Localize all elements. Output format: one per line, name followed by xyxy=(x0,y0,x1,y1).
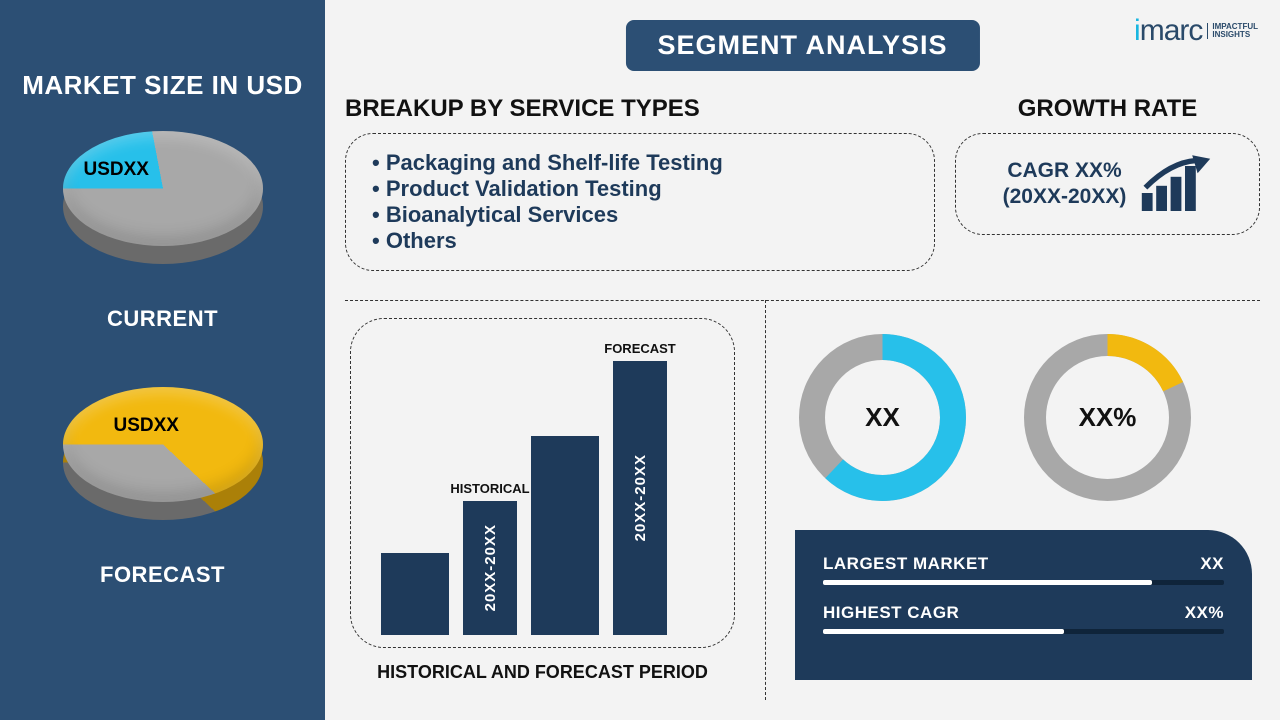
bar: FORECAST20XX-20XX xyxy=(613,361,667,635)
growth-title: GROWTH RATE xyxy=(955,95,1260,123)
metric-label: LARGEST MARKET xyxy=(823,554,989,574)
brand-logo: imarc IMPACTFUL INSIGHTS xyxy=(1134,14,1258,48)
left-title: MARKET SIZE IN USD xyxy=(22,70,303,101)
breakup-item: Others xyxy=(372,228,908,254)
right-panel: imarc IMPACTFUL INSIGHTS SEGMENT ANALYSI… xyxy=(325,0,1280,720)
breakup-title: BREAKUP BY SERVICE TYPES xyxy=(345,95,935,123)
metric-value: XX% xyxy=(1185,603,1224,623)
pie-forecast-label: USDXX xyxy=(114,415,179,437)
pie-current-top xyxy=(63,131,263,246)
cagr-line2: (20XX-20XX) xyxy=(1003,184,1127,210)
pie-forecast: USDXX xyxy=(48,387,278,557)
metric-bar xyxy=(823,629,1224,634)
bar-chart: HISTORICAL20XX-20XXFORECAST20XX-20XX xyxy=(381,343,704,635)
breakup-list: Packaging and Shelf-life TestingProduct … xyxy=(372,150,908,254)
bar-chart-box: HISTORICAL20XX-20XXFORECAST20XX-20XX HIS… xyxy=(350,318,735,648)
cagr-line1: CAGR XX% xyxy=(1003,158,1127,184)
logo-tag-2: INSIGHTS xyxy=(1212,31,1258,39)
breakup-item: Bioanalytical Services xyxy=(372,202,908,228)
bar: HISTORICAL20XX-20XX xyxy=(463,501,517,635)
pie-current-label: USDXX xyxy=(84,159,149,181)
bar-inner-text: 20XX-20XX xyxy=(632,454,649,541)
metric-label: HIGHEST CAGR xyxy=(823,603,959,623)
metric-head: HIGHEST CAGR XX% xyxy=(823,603,1224,623)
pie-current: USDXX xyxy=(48,131,278,301)
bar-top-label: FORECAST xyxy=(604,341,676,356)
pie-forecast-top xyxy=(63,387,263,502)
metric-head: LARGEST MARKET XX xyxy=(823,554,1224,574)
breakup-item: Product Validation Testing xyxy=(372,176,908,202)
growth-section: GROWTH RATE CAGR XX% (20XX-20XX) xyxy=(955,95,1260,271)
metric-row: LARGEST MARKET XX xyxy=(823,554,1224,585)
donut-right-center: XX% xyxy=(1020,330,1195,505)
bar-chart-section: HISTORICAL20XX-20XXFORECAST20XX-20XX HIS… xyxy=(350,318,750,698)
metric-bar-fill xyxy=(823,580,1152,585)
metrics-box: LARGEST MARKET XX HIGHEST CAGR XX% xyxy=(795,530,1252,680)
donut-row: XX XX% xyxy=(795,330,1195,505)
metric-value: XX xyxy=(1200,554,1224,574)
breakup-section: BREAKUP BY SERVICE TYPES Packaging and S… xyxy=(345,95,935,271)
breakup-box: Packaging and Shelf-life TestingProduct … xyxy=(345,133,935,271)
bar-top-label: HISTORICAL xyxy=(450,481,529,496)
growth-box: CAGR XX% (20XX-20XX) xyxy=(955,133,1260,235)
cagr-text: CAGR XX% (20XX-20XX) xyxy=(1003,158,1127,211)
donut-left-center: XX xyxy=(795,330,970,505)
logo-tagline: IMPACTFUL INSIGHTS xyxy=(1207,23,1258,40)
v-divider xyxy=(765,300,766,700)
metric-bar xyxy=(823,580,1224,585)
left-panel: MARKET SIZE IN USD USDXX CURRENT USDXX F… xyxy=(0,0,325,720)
title-banner: SEGMENT ANALYSIS xyxy=(625,20,979,71)
page-root: MARKET SIZE IN USD USDXX CURRENT USDXX F… xyxy=(0,0,1280,720)
donut-left: XX xyxy=(795,330,970,505)
metric-row: HIGHEST CAGR XX% xyxy=(823,603,1224,634)
bar xyxy=(381,553,449,635)
growth-icon xyxy=(1140,154,1212,214)
bar-chart-caption: HISTORICAL AND FORECAST PERIOD xyxy=(351,662,734,683)
bar xyxy=(531,436,599,635)
bar-inner-text: 20XX-20XX xyxy=(482,524,499,611)
h-divider xyxy=(345,300,1260,301)
logo-text: imarc xyxy=(1134,14,1202,48)
metric-bar-fill xyxy=(823,629,1064,634)
donut-right: XX% xyxy=(1020,330,1195,505)
breakup-item: Packaging and Shelf-life Testing xyxy=(372,150,908,176)
